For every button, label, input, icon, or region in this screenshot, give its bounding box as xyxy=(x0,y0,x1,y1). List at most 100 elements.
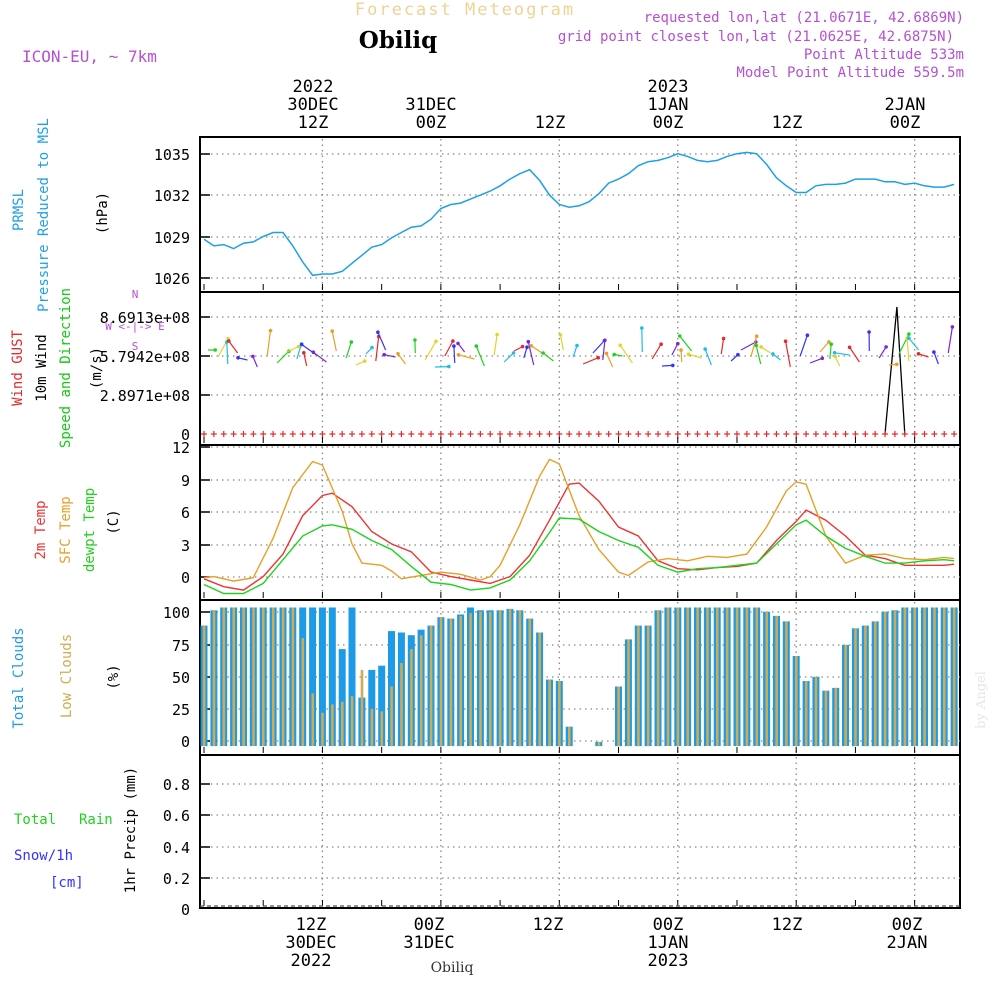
low-cloud-bar xyxy=(429,625,433,747)
low-cloud-bar xyxy=(528,618,532,746)
low-cloud-bar xyxy=(350,696,354,747)
wind-tick: 5.7942e+08 xyxy=(100,348,190,366)
wind-arrow xyxy=(444,340,454,357)
clouds-tick: 100 xyxy=(163,604,190,622)
top-time-axis: 2022 30DEC 12Z 31DEC 00Z 12Z 2023 1JAN 0… xyxy=(287,77,925,133)
low-cloud-bar xyxy=(489,611,492,747)
wind-arrow xyxy=(834,352,850,356)
wind-arrow xyxy=(720,338,725,355)
total-rain-label-rain: Rain xyxy=(79,812,113,828)
wind-arrow xyxy=(266,330,272,357)
wind-arrow-head xyxy=(677,334,682,338)
pressure-tick: 1026 xyxy=(154,270,190,288)
wind-arrow-head xyxy=(349,340,354,344)
pressure-label-short: PRMSL xyxy=(11,189,27,231)
wind-arrow xyxy=(602,340,606,361)
wind-arrow-head xyxy=(511,351,516,355)
wind-arrow xyxy=(760,346,771,354)
wind-arrow-head xyxy=(895,362,899,367)
wind-arrow xyxy=(458,354,475,360)
low-cloud-bar xyxy=(380,711,384,746)
top-axis-label-date: 31DEC xyxy=(405,95,456,115)
top-axis-label-hour: 00Z xyxy=(416,113,447,133)
precip-unit: 1hr Precip (mm) xyxy=(123,767,139,893)
wind-arrow xyxy=(704,348,712,366)
total-rain-label-total: Total xyxy=(14,812,56,828)
wind-arrow-head xyxy=(382,352,387,357)
low-cloud-bar xyxy=(627,639,630,747)
wind-arrow-head xyxy=(396,351,400,356)
dewpt-line xyxy=(203,517,955,595)
wind-tick: 8.6913e+08 xyxy=(100,309,190,327)
wind-arrow-head xyxy=(884,345,888,349)
wind-arrow-head xyxy=(932,350,936,354)
model-point-altitude: Model Point Altitude 559.5m xyxy=(736,65,964,81)
low-cloud-bar xyxy=(252,607,255,746)
wind-arrow-head xyxy=(604,351,609,356)
dewpt-label: dewpt Temp xyxy=(82,488,98,572)
wind-arrow xyxy=(493,334,498,356)
wind-arrow xyxy=(878,346,887,359)
wind-arrow xyxy=(286,345,299,353)
watermark: by Angel xyxy=(974,671,989,729)
model-label: ICON-EU, ~ 7km xyxy=(22,47,157,66)
low-cloud-bar xyxy=(222,607,226,746)
wind-arrow-head xyxy=(721,336,726,341)
wind-arrow xyxy=(331,330,337,352)
wind-arrow xyxy=(785,341,791,368)
compass-north: N xyxy=(132,288,139,301)
bottom-axis-label-year: 2022 xyxy=(291,951,332,971)
wind-arrow-head xyxy=(867,330,871,334)
compass-south: S xyxy=(132,340,139,353)
wind-arrow-head xyxy=(541,351,545,355)
low-cloud-bar xyxy=(874,621,877,747)
low-cloud-bar xyxy=(933,607,936,746)
pressure-line xyxy=(203,151,955,277)
bottom-axis-label-year: 2023 xyxy=(648,951,689,971)
wind-arrow xyxy=(819,341,830,353)
wind-arrow-head xyxy=(376,330,380,335)
wind-arrow-head xyxy=(736,352,740,357)
tsfc-label: SFC Temp xyxy=(58,496,74,563)
low-cloud-bar xyxy=(864,625,867,747)
bottom-axis-label-hour: 12Z xyxy=(533,915,564,935)
wind-arrow-head xyxy=(612,352,616,357)
wind-arrow-head xyxy=(916,352,921,356)
precip-tick: 0.2 xyxy=(163,870,190,888)
wind-arrow-head xyxy=(558,333,563,337)
bottom-axis-label-hour: 00Z xyxy=(892,915,923,935)
wind-arrow xyxy=(296,343,303,360)
snow-unit-label: [cm] xyxy=(50,875,84,891)
compass-west-east: W <-|-> E xyxy=(105,320,165,333)
wind-arrow-head xyxy=(296,344,301,349)
wind-arrow-head xyxy=(596,355,600,360)
wind-arrow xyxy=(345,341,352,359)
wind-arrow-head xyxy=(671,363,675,368)
wind-arrow xyxy=(542,352,554,362)
clouds-tick: 75 xyxy=(172,637,190,655)
pressure-label-long: Pressure Reduced to MSL xyxy=(36,118,52,312)
pressure-labels: PRMSL Pressure Reduced to MSL (hPa) xyxy=(11,118,111,312)
low-cloud-bar xyxy=(725,607,729,746)
low-cloud-bar xyxy=(706,607,709,746)
low-cloud-bar xyxy=(568,726,571,747)
low-cloud-bar xyxy=(913,607,916,746)
low-cloud-bar xyxy=(331,704,334,747)
low-cloud-bar xyxy=(696,607,699,746)
low-cloud-bar xyxy=(597,741,601,747)
wind-arrow-head xyxy=(907,336,911,341)
pressure-tick: 1029 xyxy=(154,229,190,247)
total-cloud-bar xyxy=(368,669,376,747)
gridpoint-coords: grid point closest lon,lat (21.0625E, 42… xyxy=(558,29,954,45)
wind-arrow xyxy=(228,340,239,354)
low-cloud-bar xyxy=(804,681,808,747)
low-cloud-bar xyxy=(242,607,245,746)
grid-lines xyxy=(200,139,960,906)
top-axis-label-hour: 00Z xyxy=(653,113,684,133)
wind-arrow-head xyxy=(703,347,707,351)
low-cloud-bar xyxy=(824,690,828,747)
wind-unit: (m/s) xyxy=(89,347,105,389)
wind-arrow xyxy=(397,353,406,365)
